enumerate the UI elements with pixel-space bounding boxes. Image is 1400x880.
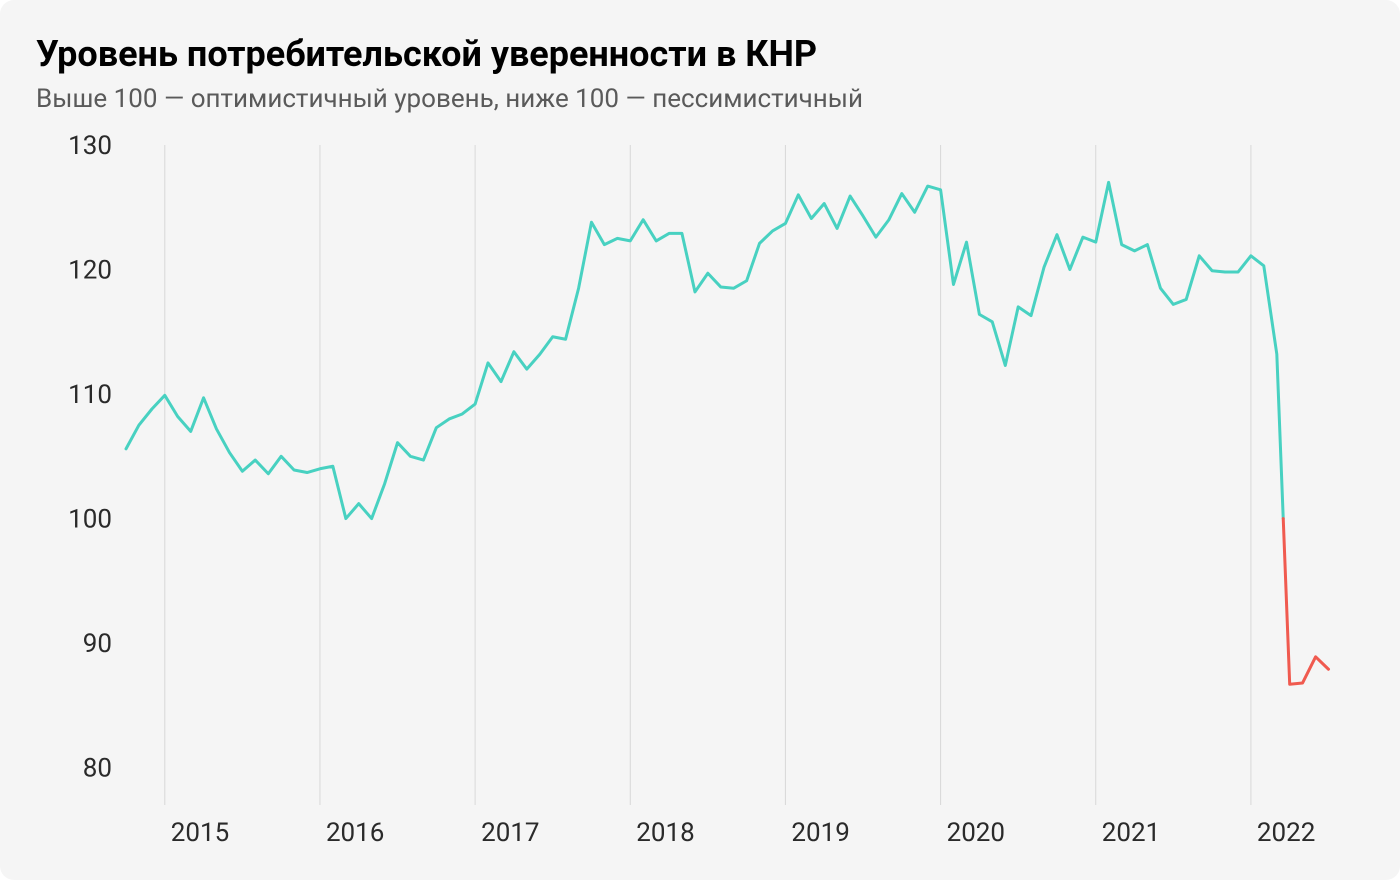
chart-title: Уровень потребительской уверенности в КН… [36,32,1364,77]
plot-area: 2015 2016 2017 2018 2019 2020 2021 2022 80 90 100 1… [36,135,1364,855]
series-line [1283,518,1328,684]
y-axis-tick-label: 120 [68,255,112,285]
series-line [126,182,1283,518]
y-axis-tick-label: 90 [83,629,112,659]
x-axis-tick-label: 2022 [1257,818,1315,848]
y-axis-tick-label: 100 [68,504,112,534]
x-axis-tick-label: 2016 [326,818,384,848]
x-axis-tick-label: 2018 [636,818,694,848]
x-axis-tick-label: 2017 [481,818,539,848]
x-axis-tick-label: 2019 [791,818,849,848]
y-axis-tick-label: 80 [83,753,112,783]
y-axis-tick-label: 110 [68,380,112,410]
x-axis-tick-label: 2021 [1102,818,1160,848]
x-axis-tick-label: 2020 [947,818,1005,848]
line-chart-svg: 2015 2016 2017 2018 2019 2020 2021 2022 80 90 100 1… [36,135,1364,855]
x-axis-tick-label: 2015 [171,818,229,848]
chart-subtitle: Выше 100 — оптимистичный уровень, ниже 1… [36,83,1364,117]
y-axis-tick-label: 130 [68,135,112,161]
chart-container: Уровень потребительской уверенности в КН… [0,0,1400,880]
